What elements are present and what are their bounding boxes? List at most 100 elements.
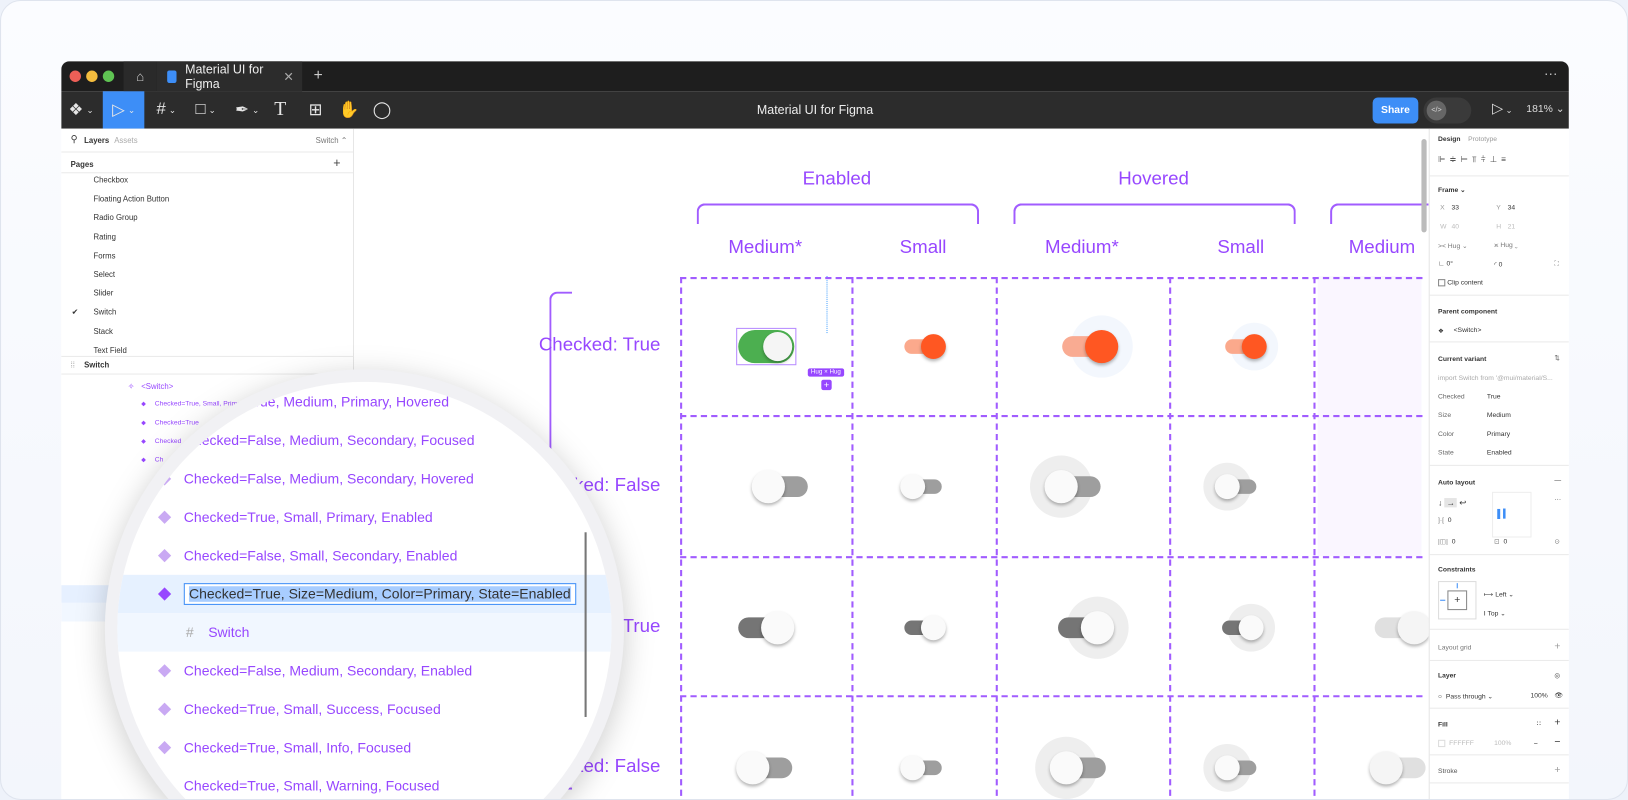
switch-toggle[interactable] (1369, 751, 1426, 785)
layer-row[interactable]: Checked=True, Small, Info, Focused (117, 734, 611, 761)
minimize-window-button[interactable] (86, 70, 98, 82)
layer-item[interactable]: Checked (154, 437, 182, 446)
switch-toggle[interactable] (736, 751, 793, 785)
layer-row[interactable]: Checked=True, Small, Primary, Enabled (117, 503, 611, 530)
tab-prototype[interactable]: Prototype (1468, 135, 1498, 144)
share-button[interactable]: Share (1372, 97, 1419, 124)
move-tool-icon[interactable]: ▷ ⌄ (102, 91, 145, 129)
add-page-button[interactable]: + (333, 155, 341, 171)
frame-heading[interactable]: Frame ⌄ (1438, 186, 1466, 195)
main-menu-icon[interactable]: ❖ ⌄ (68, 101, 94, 120)
switch-toggle[interactable] (904, 334, 946, 360)
tab-material-ui[interactable]: Material UI for Figma ✕ (156, 61, 303, 92)
direction-controls[interactable]: ↓ → ↩ (1438, 498, 1467, 508)
w-field[interactable]: 40 (1451, 223, 1460, 231)
rotation-field[interactable]: ∟ 0° (1438, 260, 1453, 268)
layer-row[interactable]: Checked=False, Small, Secondary, Enabled (117, 542, 611, 569)
layer-scrollbar[interactable] (584, 532, 587, 717)
page-select[interactable]: Switch ⌃ (315, 135, 348, 146)
canvas-scrollbar[interactable] (1421, 139, 1427, 233)
add-fill-button[interactable]: + (1554, 716, 1561, 729)
constraints-widget[interactable]: + (1438, 581, 1477, 620)
tab-assets[interactable]: Assets (114, 135, 138, 146)
switch-toggle[interactable] (1062, 315, 1134, 379)
y-field[interactable]: 34 (1507, 204, 1516, 212)
remove-fill-button[interactable]: − (1554, 736, 1561, 749)
layer-item[interactable]: Checked=True (154, 419, 199, 427)
page-item[interactable]: Switch (93, 307, 117, 317)
switch-toggle[interactable] (736, 327, 797, 366)
page-item[interactable]: Select (93, 269, 116, 280)
home-icon[interactable]: ⌂ (123, 61, 157, 92)
switch-toggle[interactable] (1225, 322, 1278, 371)
zoom-level[interactable]: 181% ⌄ (1526, 103, 1565, 116)
switch-toggle[interactable] (738, 611, 795, 645)
add-layout-grid-button[interactable]: + (1554, 641, 1561, 653)
gap-field[interactable]: ]·[ 0 (1438, 516, 1452, 524)
hand-tool-icon[interactable]: ✋ (338, 101, 360, 120)
more-options-icon[interactable]: ··· (1554, 495, 1562, 504)
alignment-grid[interactable]: ▌▍ (1492, 491, 1532, 538)
frame-layer-row[interactable]: # Switch (117, 618, 611, 645)
close-window-button[interactable] (69, 70, 81, 82)
padding-settings-icon[interactable]: ⊙ (1554, 538, 1560, 546)
page-item[interactable]: Checkbox (93, 175, 129, 185)
rectangle-tool-icon[interactable]: □ ⌄ (195, 100, 216, 119)
new-tab-button[interactable]: + (313, 66, 323, 85)
switch-toggle[interactable] (900, 474, 942, 500)
layer-row[interactable]: Checked=False, Medium, Secondary, Enable… (117, 657, 611, 684)
fill-row[interactable]: FFFFFF (1438, 739, 1474, 747)
page-item[interactable]: Radio Group (93, 213, 138, 223)
blend-mode-select[interactable]: ○ Pass through ⌄ (1438, 693, 1494, 701)
switch-toggle[interactable] (751, 470, 808, 504)
styles-icon[interactable]: ∷ (1536, 720, 1541, 728)
align-icons[interactable]: ⊫≑⊨⫪⫩⊥≡ (1438, 154, 1511, 164)
tab-layers[interactable]: Layers (84, 135, 110, 146)
layer-row[interactable]: Checked=False, Medium, Secondary, Hovere… (117, 465, 611, 492)
layer-row[interactable]: Checked=False, Medium, Secondary, Focuse… (117, 426, 611, 453)
resources-icon[interactable]: ⊞ (308, 101, 323, 120)
frame-tool-icon[interactable]: # ⌄ (156, 100, 176, 119)
page-item[interactable]: Rating (93, 232, 116, 242)
add-stroke-button[interactable]: + (1554, 764, 1561, 777)
page-item[interactable]: Text Field (93, 345, 127, 355)
fill-opacity[interactable]: 100% (1494, 739, 1512, 748)
width-mode[interactable]: >< Hug ⌄ (1438, 242, 1468, 251)
switch-toggle[interactable] (1058, 596, 1130, 660)
switch-toggle[interactable] (904, 615, 946, 641)
layer-item[interactable]: Checked=True, Small, Primary, Focused (154, 400, 276, 408)
expand-corners-icon[interactable]: ⛶ (1554, 260, 1560, 268)
switch-toggle[interactable] (1222, 604, 1275, 652)
page-item[interactable]: Forms (93, 250, 116, 261)
pen-tool-icon[interactable]: ✒ ⌄ (235, 101, 260, 120)
dev-mode-toggle[interactable]: </> (1423, 97, 1472, 124)
variant-prop-value[interactable]: Medium (1486, 411, 1511, 420)
comment-tool-icon[interactable]: ◯ (372, 101, 392, 120)
layer-opacity[interactable]: 100% (1530, 692, 1548, 700)
layer-style-icon[interactable]: ◎ (1554, 672, 1561, 680)
visibility-icon[interactable]: 👁 (1554, 692, 1563, 700)
page-item[interactable]: Slider (93, 288, 114, 298)
horizontal-constraint[interactable]: ⟼ Left ⌄ (1483, 591, 1515, 599)
layer-row[interactable]: Checked=True, Small, Success, Focused (117, 695, 611, 722)
radius-field[interactable]: ◜ 0 (1494, 261, 1503, 269)
switch-toggle[interactable] (1203, 462, 1257, 511)
variant-prop-value[interactable]: Primary (1486, 430, 1511, 438)
variant-prop-value[interactable]: Enabled (1486, 449, 1512, 457)
height-mode[interactable]: ⪤ Hug ⌄ (1494, 241, 1518, 250)
x-field[interactable]: 33 (1451, 204, 1460, 212)
clip-content-checkbox[interactable]: Clip content (1438, 279, 1483, 287)
switch-toggle[interactable] (1029, 455, 1101, 519)
switch-toggle[interactable] (900, 755, 942, 781)
add-auto-layout-button[interactable]: + (821, 379, 832, 391)
component-set-layer[interactable]: <Switch> (141, 381, 174, 392)
frame-layer[interactable]: Switch (84, 360, 110, 370)
variant-settings-icon[interactable]: ⇅ (1554, 354, 1560, 363)
close-tab-icon[interactable]: ✕ (283, 69, 294, 84)
detach-style-icon[interactable]: ⌣ (1533, 739, 1539, 748)
vertical-constraint[interactable]: Ⅰ Top ⌄ (1483, 610, 1506, 618)
present-icon[interactable]: ▷ ⌄ (1492, 99, 1513, 117)
padding-h-field[interactable]: |◫| 0 (1438, 538, 1456, 546)
variant-prop-value[interactable]: True (1486, 393, 1501, 401)
search-icon[interactable]: ⚲ (70, 133, 78, 145)
